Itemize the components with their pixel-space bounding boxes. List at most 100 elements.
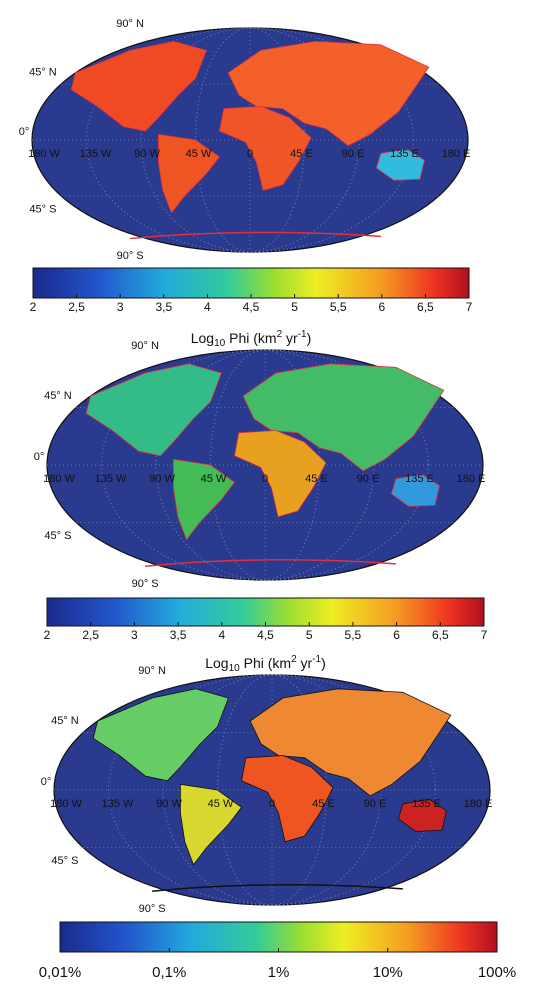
colorbar-title-part: yr bbox=[297, 655, 313, 671]
colorbar-tick-label: 100% bbox=[478, 964, 516, 981]
colorbar-tick-label: 2,5 bbox=[68, 300, 85, 314]
longitude-label: 45 E bbox=[312, 798, 335, 810]
colorbar-tick-label: 0,01% bbox=[39, 964, 82, 981]
latitude-label: 90° S bbox=[139, 903, 166, 915]
colorbar-title-part: Phi (km bbox=[240, 655, 291, 671]
latitude-label: 90° S bbox=[132, 578, 159, 590]
colorbar-tick-label: 3 bbox=[117, 300, 124, 314]
latitude-label: 0° bbox=[41, 776, 52, 788]
colorbar-title-part: yr bbox=[282, 330, 298, 346]
longitude-label: 180 W bbox=[50, 798, 82, 810]
longitude-label: 90 E bbox=[364, 798, 387, 810]
colorbar-tick-label: 6 bbox=[378, 300, 385, 314]
latitude-label: 45° S bbox=[51, 855, 78, 867]
longitude-label: 135 W bbox=[102, 798, 134, 810]
colorbar-tick-label: 7 bbox=[466, 300, 473, 314]
landmass bbox=[242, 363, 445, 472]
longitude-label: 135 E bbox=[412, 798, 441, 810]
longitude-label: 0 bbox=[262, 473, 268, 485]
longitude-label: 180 E bbox=[442, 148, 471, 160]
latitude-label: 90° S bbox=[117, 250, 144, 262]
landmass bbox=[179, 783, 243, 866]
colorbar-title-part: 10 bbox=[229, 663, 241, 674]
latitude-label: 45° S bbox=[29, 203, 56, 215]
longitude-label: 0 bbox=[247, 148, 253, 160]
antarctica bbox=[145, 559, 396, 567]
latitude-label: 45° N bbox=[29, 67, 57, 79]
colorbar-title-part: ) bbox=[321, 655, 326, 671]
longitude-label: 90 W bbox=[149, 473, 175, 485]
landmass bbox=[241, 755, 334, 843]
latitude-label: 45° N bbox=[51, 715, 79, 727]
landmass bbox=[390, 473, 440, 507]
colorbar-title-part: Log bbox=[191, 330, 214, 346]
map: 90° N 45° N 0° 45° S 90° S 180 W 135 W 90 W 45 W… bbox=[41, 665, 493, 915]
landmass bbox=[85, 363, 222, 457]
colorbar-title-part: -1 bbox=[298, 329, 307, 340]
colorbar-tick-label: 3,5 bbox=[155, 300, 172, 314]
colorbar-tick-label: 6 bbox=[393, 628, 400, 642]
longitude-label: 45 E bbox=[290, 148, 313, 160]
longitude-label: 180 W bbox=[28, 148, 60, 160]
longitude-label: 90 W bbox=[134, 148, 160, 160]
longitude-label: 45 W bbox=[186, 148, 212, 160]
colorbar-title-part: ) bbox=[307, 330, 312, 346]
landmass bbox=[227, 40, 430, 147]
colorbar-title-part: 10 bbox=[214, 338, 226, 349]
colorbar-title-part: -1 bbox=[312, 654, 321, 665]
longitude-label: 0 bbox=[269, 798, 275, 810]
colorbar-title-part: Log bbox=[205, 655, 228, 671]
longitude-label: 180 E bbox=[457, 473, 486, 485]
colorbar bbox=[32, 267, 470, 299]
antarctica bbox=[152, 884, 403, 892]
colorbar-tick-label: 0,1% bbox=[152, 964, 186, 981]
longitude-label: 135 W bbox=[80, 148, 112, 160]
landmass bbox=[375, 148, 425, 181]
latitude-label: 0° bbox=[19, 126, 30, 138]
colorbar-title-part: Phi (km bbox=[225, 330, 276, 346]
longitude-label: 135 W bbox=[95, 473, 127, 485]
map: 90° N 45° N 0° 45° S 90° S 180 W 135 W 90 W 45 W… bbox=[19, 18, 471, 262]
colorbar-tick-label: 1% bbox=[268, 964, 290, 981]
latitude-label: 45° N bbox=[44, 390, 72, 402]
latitude-label: 0° bbox=[34, 451, 45, 463]
landmass bbox=[70, 40, 207, 132]
longitude-label: 90 E bbox=[357, 473, 380, 485]
colorbar-tick-label: 6,5 bbox=[417, 300, 434, 314]
latitude-label: 45° S bbox=[44, 530, 71, 542]
longitude-label: 90 E bbox=[342, 148, 365, 160]
colorbar-tick-label: 7 bbox=[481, 628, 488, 642]
colorbar-tick-label: 2 bbox=[30, 300, 37, 314]
colorbar-tick-label: 2,5 bbox=[82, 628, 99, 642]
colorbar-title-part: 2 bbox=[291, 654, 297, 665]
colorbar-tick-label: 2 bbox=[44, 628, 51, 642]
longitude-label: 45 W bbox=[208, 798, 234, 810]
longitude-label: 180 E bbox=[464, 798, 493, 810]
landmass bbox=[157, 133, 221, 214]
colorbar-tick-label: 6,5 bbox=[432, 628, 449, 642]
landmass bbox=[92, 688, 229, 782]
landmass bbox=[397, 798, 447, 832]
longitude-label: 180 W bbox=[43, 473, 75, 485]
colorbar-title-part: 2 bbox=[277, 329, 283, 340]
colorbar-tick-label: 10% bbox=[373, 964, 403, 981]
landmass bbox=[172, 458, 236, 541]
longitude-label: 45 E bbox=[305, 473, 328, 485]
meridian bbox=[86, 27, 414, 253]
colorbar-tick-label: 4 bbox=[218, 628, 225, 642]
colorbar-tick-label: 5,5 bbox=[330, 300, 347, 314]
latitude-label: 90° N bbox=[138, 665, 166, 677]
latitude-label: 90° N bbox=[116, 18, 144, 30]
antarctica bbox=[130, 231, 381, 240]
colorbar-title: Log10 Phi (km2 yr-1) bbox=[205, 654, 326, 674]
colorbar-tick-label: 4,5 bbox=[243, 300, 260, 314]
colorbar-tick-label: 5 bbox=[306, 628, 313, 642]
colorbar-tick-label: 3 bbox=[131, 628, 138, 642]
longitude-label: 135 E bbox=[390, 148, 419, 160]
colorbar-tick-label: 3,5 bbox=[170, 628, 187, 642]
colorbar bbox=[46, 597, 485, 627]
map: 90° N 45° N 0° 45° S 90° S 180 W 135 W 90 W 45 W… bbox=[34, 340, 486, 590]
landmass bbox=[249, 688, 452, 797]
colorbar-tick-label: 5,5 bbox=[345, 628, 362, 642]
colorbar-title: Log10 Phi (km2 yr-1) bbox=[191, 329, 312, 349]
